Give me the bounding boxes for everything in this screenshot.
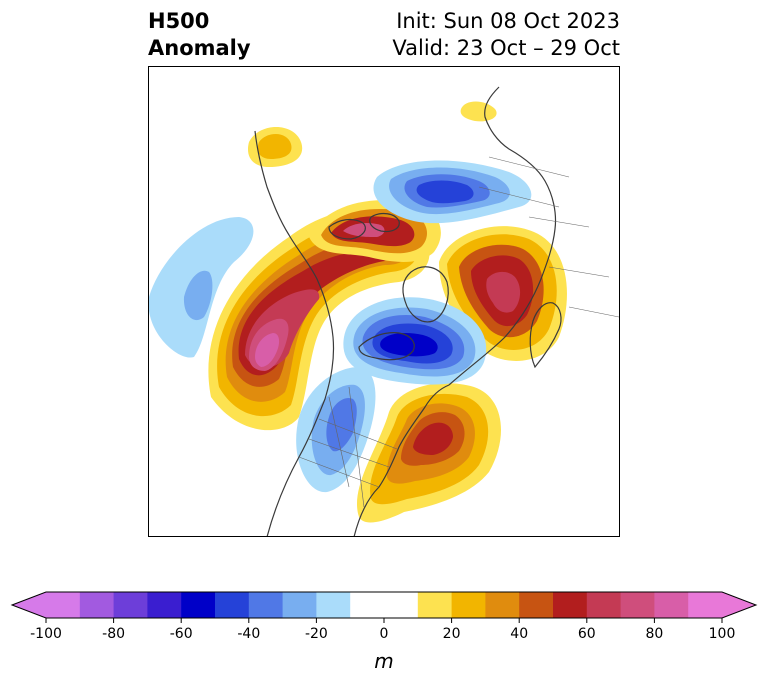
colorbar-tick-label: -100 bbox=[30, 626, 62, 642]
border-lines bbox=[308, 438, 390, 468]
colorbar-tick-label: -20 bbox=[305, 626, 328, 642]
coastline-north-america bbox=[353, 384, 450, 536]
colorbar-bin bbox=[586, 592, 622, 618]
anomaly-positive-siberia-ridge bbox=[486, 271, 521, 313]
colorbar-bin bbox=[79, 592, 115, 618]
colorbar-extend-under bbox=[12, 592, 46, 618]
title-variable: H500 bbox=[148, 9, 210, 33]
anomaly-positive-small-ridge bbox=[460, 101, 497, 122]
coastline-greenland bbox=[402, 266, 449, 323]
coastline-arctic-islands bbox=[369, 212, 400, 233]
colorbar-bin bbox=[553, 592, 588, 618]
border-lines bbox=[328, 396, 350, 488]
colorbar-graphic: -100 -80 -60 -40 -20 0 20 40 60 80 100 m bbox=[10, 591, 758, 673]
colorbar-tick-label: 40 bbox=[510, 626, 528, 642]
border-lines bbox=[528, 216, 590, 228]
anomaly-negative-hudson-trough bbox=[380, 333, 438, 357]
colorbar-tick-label: -80 bbox=[102, 626, 125, 642]
coastline-arctic-islands bbox=[328, 218, 366, 240]
colorbar-bin bbox=[485, 592, 520, 618]
anomaly-positive-arctic-ridge bbox=[343, 223, 385, 237]
title-right: Init: Sun 08 Oct 2023 Valid: 23 Oct – 29… bbox=[392, 8, 620, 62]
colorbar-tick-label: 80 bbox=[645, 626, 663, 642]
anomaly-contours bbox=[149, 101, 567, 523]
coastline-hudson-bay bbox=[358, 332, 415, 361]
colorbar-tick-label: -60 bbox=[170, 626, 193, 642]
colorbar-tick-label: 20 bbox=[443, 626, 461, 642]
colorbar-bin bbox=[248, 592, 284, 618]
colorbar: -100 -80 -60 -40 -20 0 20 40 60 80 100 m m bbox=[0, 586, 768, 686]
coastline-scandinavia bbox=[529, 302, 562, 369]
anomaly-positive-pacific-ridge bbox=[255, 333, 280, 367]
colorbar-unit-label: m bbox=[374, 649, 393, 673]
anomaly-positive-atlantic-ridge bbox=[413, 422, 453, 455]
colorbar-bin bbox=[181, 592, 216, 618]
colorbar-bin bbox=[316, 592, 351, 618]
colorbar-tick-label: 100 bbox=[709, 626, 736, 642]
anomaly-positive-small-ridge bbox=[257, 133, 292, 159]
colorbar-bin bbox=[654, 592, 689, 618]
valid-range: Valid: 23 Oct – 29 Oct bbox=[392, 36, 620, 60]
anomaly-negative-pacific-trough bbox=[183, 270, 213, 321]
border-lines bbox=[318, 418, 398, 450]
border-lines bbox=[298, 456, 380, 488]
colorbar-bin bbox=[519, 592, 554, 618]
border-lines bbox=[548, 266, 610, 278]
colorbar-tick-label: 0 bbox=[380, 626, 389, 642]
border-lines bbox=[488, 156, 570, 178]
colorbar-bin bbox=[215, 592, 250, 618]
anomaly-negative-western-trough bbox=[326, 397, 357, 452]
colorbar-bin bbox=[282, 592, 317, 618]
colorbar-bin bbox=[451, 592, 486, 618]
colorbar-bin bbox=[113, 592, 148, 618]
map-panel bbox=[148, 66, 620, 537]
colorbar-bin bbox=[147, 592, 182, 618]
colorbar-bin bbox=[688, 592, 723, 618]
colorbar-tick-label: 60 bbox=[578, 626, 596, 642]
anomaly-negative-arctic-trough bbox=[416, 180, 474, 204]
border-lines bbox=[568, 306, 619, 318]
border-lines bbox=[348, 386, 365, 508]
coastline-eurasia bbox=[448, 86, 557, 386]
anomaly-map bbox=[149, 86, 619, 536]
borders bbox=[298, 156, 619, 508]
title-type: Anomaly bbox=[148, 36, 251, 60]
colorbar-bin bbox=[417, 592, 453, 618]
border-lines bbox=[478, 186, 560, 208]
init-date: Init: Sun 08 Oct 2023 bbox=[396, 9, 620, 33]
colorbar-extend-over bbox=[722, 592, 756, 618]
title-left: H500 Anomaly bbox=[148, 8, 251, 62]
colorbar-bin bbox=[350, 592, 419, 618]
colorbar-tick-label: -40 bbox=[237, 626, 260, 642]
colorbar-bin bbox=[46, 592, 81, 618]
colorbar-bin bbox=[620, 592, 655, 618]
